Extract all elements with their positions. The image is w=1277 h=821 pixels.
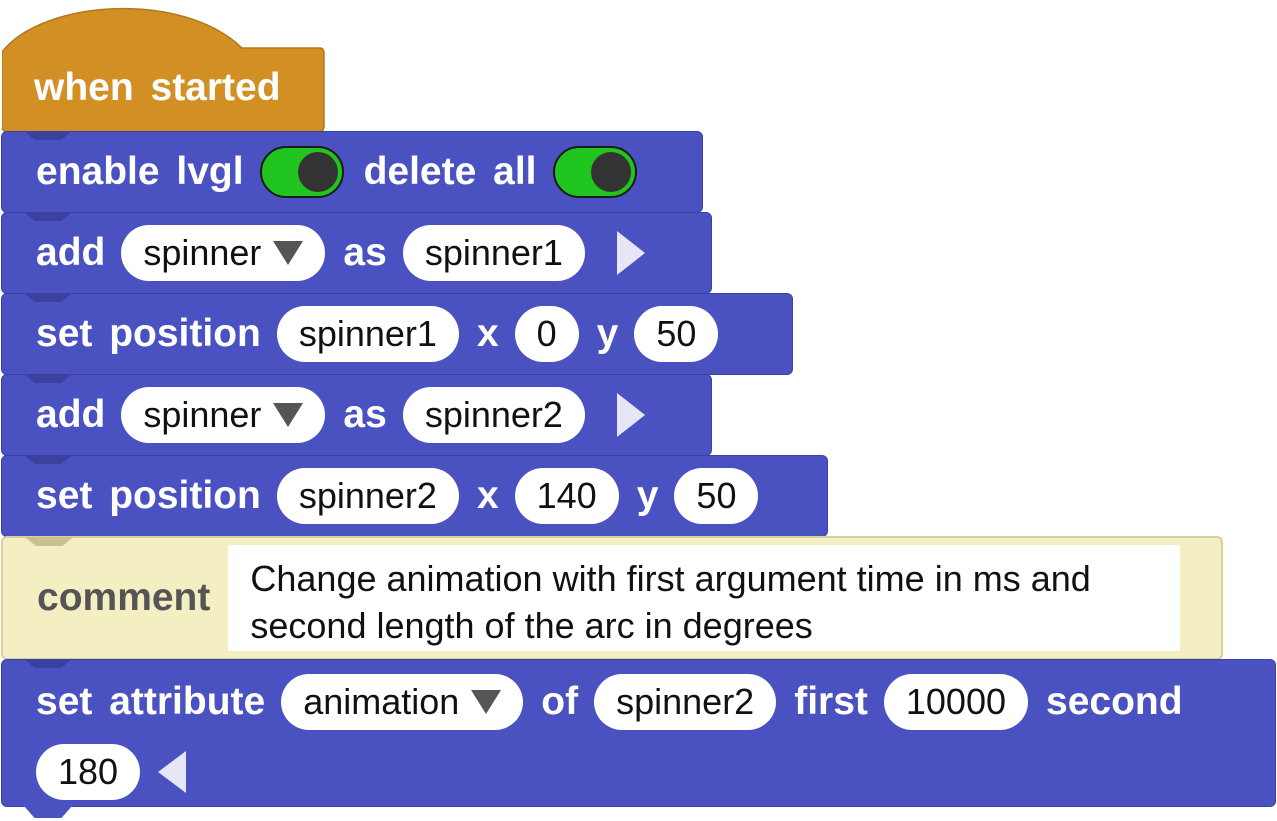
as-label: as — [343, 231, 387, 274]
dropdown-arrow-icon — [471, 690, 502, 714]
comment-label: comment — [37, 576, 211, 619]
expand-arrow-icon[interactable] — [616, 231, 645, 275]
set-attribute-block[interactable]: set attribute animation of spinner2 firs… — [1, 659, 1276, 818]
set-position-label: set position — [36, 312, 261, 355]
collapse-arrow-icon[interactable] — [158, 751, 187, 793]
y-input[interactable]: 50 — [674, 468, 759, 524]
y-input[interactable]: 50 — [634, 306, 719, 362]
block-notch — [24, 131, 72, 140]
widget-type-dropdown[interactable]: spinner — [121, 225, 326, 281]
target-input[interactable]: spinner1 — [276, 306, 459, 362]
second-label: second — [1046, 680, 1183, 723]
enable-lvgl-toggle[interactable] — [259, 146, 344, 198]
set-position-block-2[interactable]: set position spinner2 x 140 y 50 — [1, 455, 828, 537]
dropdown-arrow-icon — [273, 403, 304, 427]
first-label: first — [794, 680, 868, 723]
set-position-label: set position — [36, 474, 261, 517]
when-started-hat-block[interactable]: when started — [1, 0, 326, 143]
target-input[interactable]: spinner2 — [276, 468, 459, 524]
dropdown-arrow-icon — [273, 241, 304, 265]
set-attribute-row-1: set attribute animation of spinner2 firs… — [36, 674, 1199, 730]
attribute-value: animation — [303, 681, 460, 722]
set-attribute-row-2: 180 — [36, 744, 187, 800]
delete-all-label: delete all — [363, 150, 537, 193]
widget-type-dropdown[interactable]: spinner — [121, 387, 326, 443]
block-notch — [24, 455, 72, 464]
x-input[interactable]: 0 — [514, 306, 579, 362]
x-label: x — [476, 474, 499, 517]
block-notch — [24, 374, 72, 383]
enable-lvgl-label: enable lvgl — [36, 150, 244, 193]
target-input[interactable]: spinner2 — [594, 674, 777, 730]
comment-block[interactable]: comment Change animation with first argu… — [1, 536, 1223, 660]
add-label: add — [36, 231, 106, 274]
add-widget-block-1[interactable]: add spinner as spinner1 — [1, 212, 712, 294]
comment-text-input[interactable]: Change animation with first argument tim… — [228, 545, 1181, 651]
widget-type-value: spinner — [143, 232, 262, 273]
block-bottom-notch — [24, 806, 72, 818]
add-label: add — [36, 393, 106, 436]
first-value-input[interactable]: 10000 — [883, 674, 1028, 730]
widget-type-value: spinner — [143, 394, 262, 435]
hat-label: when started — [34, 66, 281, 109]
widget-name-input[interactable]: spinner2 — [402, 387, 585, 443]
block-notch — [25, 537, 73, 546]
of-label: of — [541, 680, 579, 723]
block-notch — [24, 659, 72, 668]
set-position-block-1[interactable]: set position spinner1 x 0 y 50 — [1, 293, 793, 375]
add-widget-block-2[interactable]: add spinner as spinner2 — [1, 374, 712, 456]
y-label: y — [636, 474, 659, 517]
as-label: as — [343, 393, 387, 436]
second-value-input[interactable]: 180 — [36, 744, 141, 800]
x-input[interactable]: 140 — [514, 468, 619, 524]
x-label: x — [476, 312, 499, 355]
block-notch — [24, 212, 72, 221]
expand-arrow-icon[interactable] — [616, 393, 645, 437]
toggle-knob — [297, 152, 338, 192]
block-notch — [24, 293, 72, 302]
y-label: y — [596, 312, 619, 355]
delete-all-toggle[interactable] — [552, 146, 637, 198]
attribute-dropdown[interactable]: animation — [281, 674, 524, 730]
enable-lvgl-block[interactable]: enable lvgl delete all — [1, 131, 703, 213]
set-attribute-label: set attribute — [36, 680, 266, 723]
widget-name-input[interactable]: spinner1 — [402, 225, 585, 281]
toggle-knob — [590, 152, 631, 192]
